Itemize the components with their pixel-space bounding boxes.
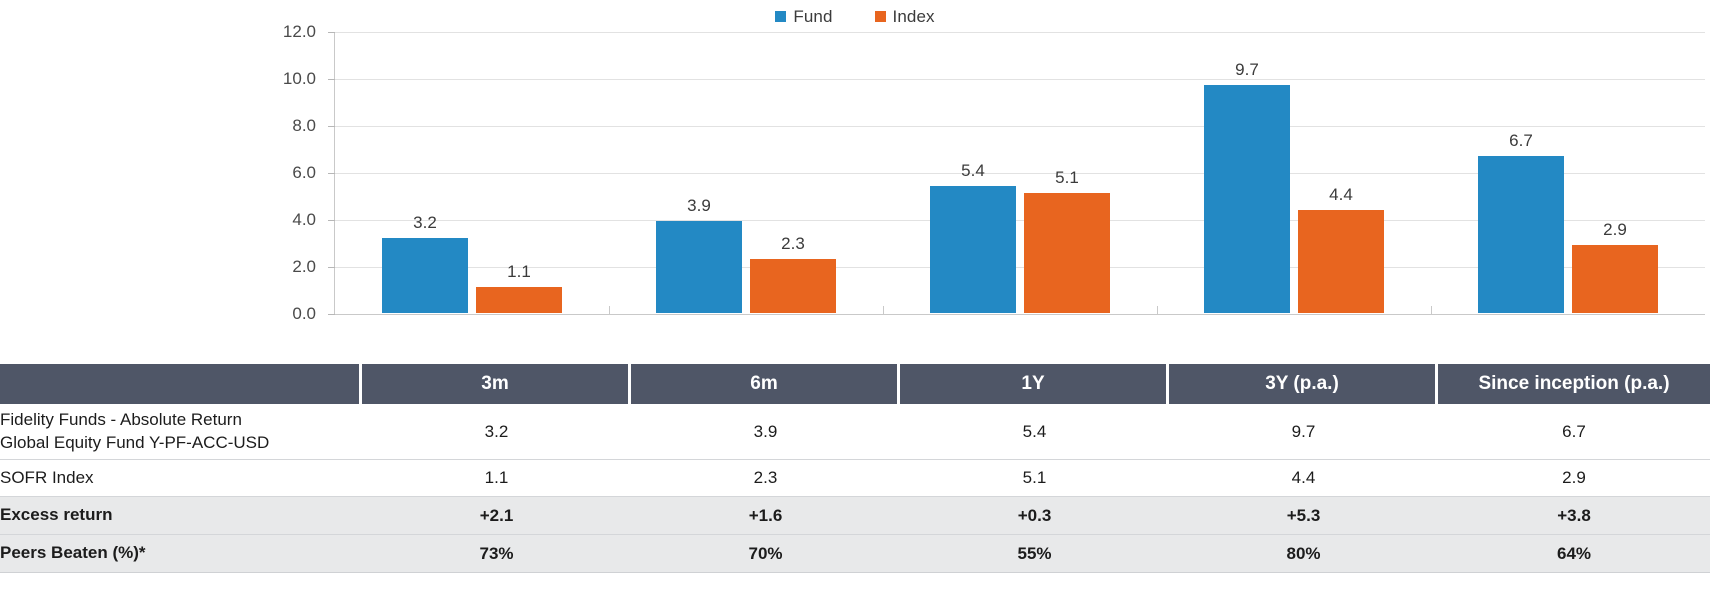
cell-index-1y: 5.1 [900,460,1169,497]
performance-table: 3m 6m 1Y 3Y (p.a.) Since inception (p.a.… [0,364,1710,573]
bar-value-label: 6.7 [1509,130,1533,150]
bar-index-1[interactable] [750,258,836,313]
bar-value-label: 4.4 [1329,184,1353,204]
chart-plot-area: 12.0 10.0 8.0 6.0 4.0 2.0 0.0 3.2 1.1 3.9 2.3 5.4 5… [283,22,1705,323]
cell-excess-since-inception: +3.8 [1438,497,1710,535]
cell-fund-since-inception: 6.7 [1438,404,1710,460]
row-label-fund: Fidelity Funds - Absolute Return Global … [0,404,362,460]
cell-excess-3m: +2.1 [362,497,631,535]
bar-value-label: 5.1 [1055,168,1079,188]
cell-fund-1y: 5.4 [900,404,1169,460]
bar-value-label: 9.7 [1235,60,1259,80]
cell-peers-1y: 55% [900,535,1169,573]
y-axis-tick-label: 6.0 [292,163,316,182]
cell-fund-3y: 9.7 [1169,404,1438,460]
table-row: Fidelity Funds - Absolute Return Global … [0,404,1710,460]
y-axis-tick-mark [328,126,335,127]
y-axis-tick-mark [328,173,335,174]
row-label-fund-line2: Global Equity Fund Y-PF-ACC-USD [0,432,270,452]
gridline [335,220,1705,221]
table-header-row: 3m 6m 1Y 3Y (p.a.) Since inception (p.a.… [0,364,1710,404]
cell-peers-3m: 73% [362,535,631,573]
bar-index-2[interactable] [1024,193,1110,313]
y-axis-tick-label: 10.0 [282,69,316,88]
bar-fund-3[interactable] [1204,85,1290,313]
row-label-peers-beaten: Peers Beaten (%)* [0,535,362,573]
bar-value-label: 2.3 [781,233,805,253]
square-swatch-icon [775,11,787,22]
bar-fund-0[interactable] [382,237,468,313]
legend-entry-fund[interactable]: Fund [775,8,832,25]
cell-index-3y: 4.4 [1169,460,1438,497]
cell-fund-3m: 3.2 [362,404,631,460]
y-axis-tick-mark [328,79,335,80]
table-header-1y: 1Y [900,364,1169,404]
x-axis-category-separator [609,306,610,314]
x-axis-category-separator [883,306,884,314]
table-header-3m: 3m [362,364,631,404]
chart-legend: Fund Index [0,8,1710,25]
cell-excess-1y: +0.3 [900,497,1169,535]
y-axis-tick-label: 12.0 [282,22,316,41]
table-header-since-inception: Since inception (p.a.) [1438,364,1710,404]
y-axis-tick-mark [328,32,335,33]
bar-index-0[interactable] [476,287,562,313]
table-row: Excess return +2.1 +1.6 +0.3 +5.3 +3.8 [0,497,1710,535]
x-axis-category-separator [1431,306,1432,314]
bar-value-label: 2.9 [1603,219,1627,239]
cell-peers-since-inception: 64% [1438,535,1710,573]
bar-value-label: 1.1 [507,262,531,282]
cell-excess-6m: +1.6 [631,497,900,535]
bar-value-label: 3.2 [413,212,437,232]
gridline [335,314,1705,315]
row-label-fund-line1: Fidelity Funds - Absolute Return [0,410,242,430]
table-row: Peers Beaten (%)* 73% 70% 55% 80% 64% [0,535,1710,573]
legend-label-fund: Fund [793,7,833,26]
table-header-name [0,364,362,404]
cell-index-since-inception: 2.9 [1438,460,1710,497]
gridline [335,126,1705,127]
bar-fund-1[interactable] [656,221,742,313]
cell-peers-3y: 80% [1169,535,1438,573]
gridline [335,32,1705,33]
cell-excess-3y: +5.3 [1169,497,1438,535]
gridline [335,267,1705,268]
table-row: SOFR Index 1.1 2.3 5.1 4.4 2.9 [0,460,1710,497]
legend-label-index: Index [892,7,935,26]
table-header-6m: 6m [631,364,900,404]
y-axis-tick-label: 8.0 [292,116,316,135]
x-axis-category-separator [1157,306,1158,314]
bar-value-label: 5.4 [961,161,985,181]
row-label-index: SOFR Index [0,460,362,497]
row-label-excess-return: Excess return [0,497,362,535]
table-header-3y: 3Y (p.a.) [1169,364,1438,404]
y-axis-tick-mark [328,267,335,268]
bar-fund-2[interactable] [930,186,1016,313]
y-axis-tick-label: 4.0 [292,210,316,229]
bar-fund-4[interactable] [1478,155,1564,313]
cell-index-3m: 1.1 [362,460,631,497]
gridline [335,173,1705,174]
y-axis-tick-mark [328,314,335,315]
gridline [335,79,1705,80]
table-head: 3m 6m 1Y 3Y (p.a.) Since inception (p.a.… [0,364,1710,404]
bar-chart: 12.0 10.0 8.0 6.0 4.0 2.0 0.0 3.2 1.1 3.9 2.3 5.4 5… [0,22,1710,323]
square-swatch-icon [874,11,886,22]
cell-peers-6m: 70% [631,535,900,573]
y-axis-tick-label: 2.0 [292,257,316,276]
bar-index-4[interactable] [1572,244,1658,313]
y-axis-tick-label: 0.0 [292,304,316,323]
bar-index-3[interactable] [1298,209,1384,313]
bar-value-label: 3.9 [687,196,711,216]
y-axis-tick-mark [328,220,335,221]
legend-entry-index[interactable]: Index [874,7,935,26]
cell-fund-6m: 3.9 [631,404,900,460]
cell-index-6m: 2.3 [631,460,900,497]
table-body: Fidelity Funds - Absolute Return Global … [0,404,1710,573]
